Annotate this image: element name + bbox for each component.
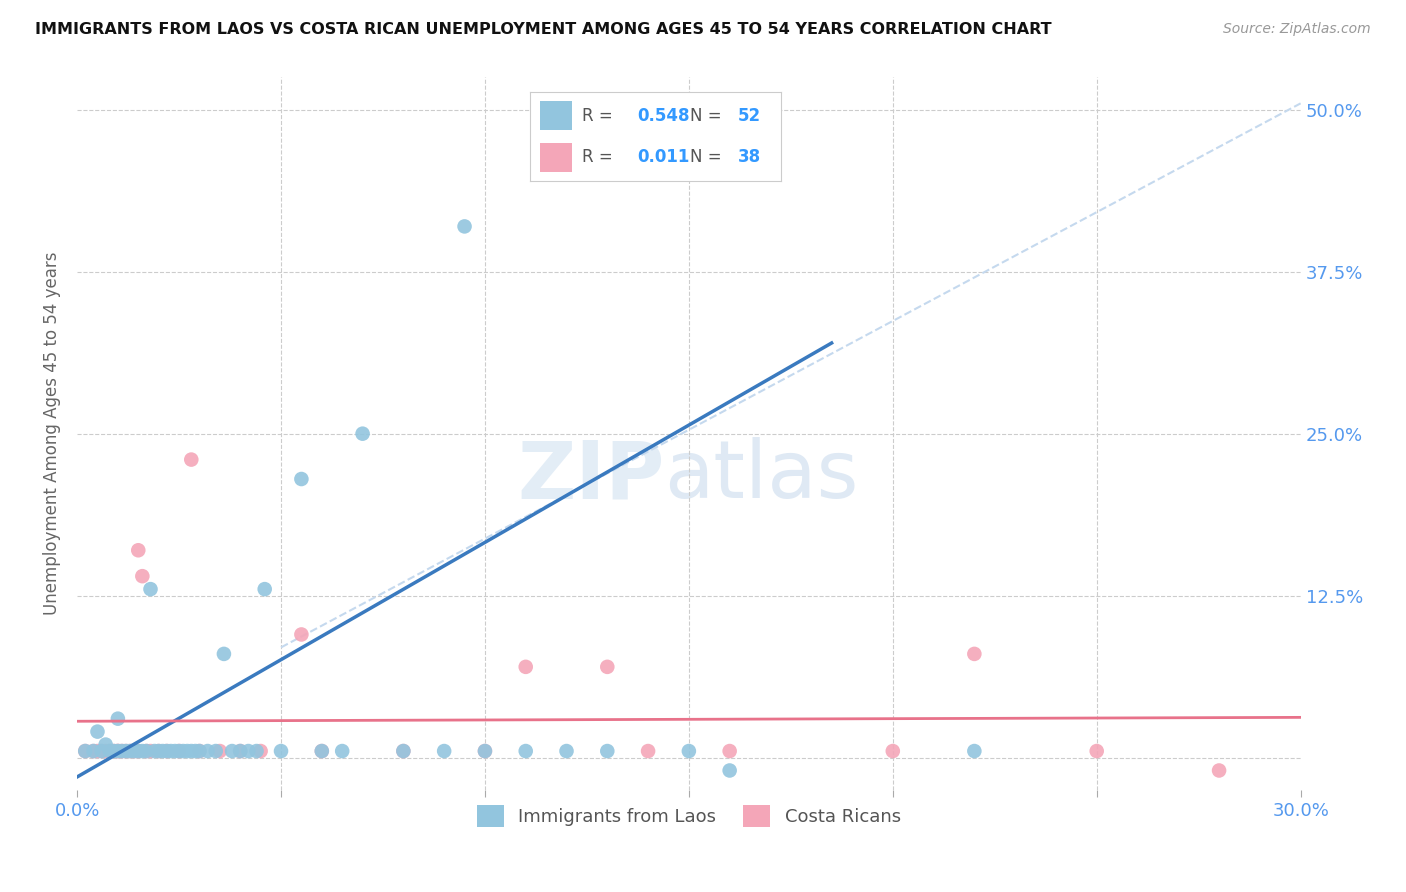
Point — [238, 744, 260, 758]
Point — [152, 744, 174, 758]
Point — [184, 744, 207, 758]
Point — [90, 744, 112, 758]
Point — [139, 582, 162, 596]
Point — [115, 744, 138, 758]
Point — [148, 744, 170, 758]
Point — [221, 744, 243, 758]
Point — [98, 744, 121, 758]
Point — [82, 744, 104, 758]
Point — [678, 744, 700, 758]
Point — [229, 744, 252, 758]
Point — [122, 744, 145, 758]
Point — [156, 744, 179, 758]
Point — [135, 744, 157, 758]
Point — [167, 744, 190, 758]
Point — [229, 744, 252, 758]
Point — [148, 744, 170, 758]
Text: Source: ZipAtlas.com: Source: ZipAtlas.com — [1223, 22, 1371, 37]
Point — [94, 738, 117, 752]
Point — [197, 744, 219, 758]
Legend: Immigrants from Laos, Costa Ricans: Immigrants from Laos, Costa Ricans — [470, 797, 908, 834]
Point — [208, 744, 231, 758]
Point — [330, 744, 353, 758]
Point — [111, 744, 134, 758]
Point — [311, 744, 333, 758]
Point — [249, 744, 271, 758]
Point — [596, 660, 619, 674]
Point — [290, 627, 312, 641]
Point — [111, 744, 134, 758]
Point — [75, 744, 97, 758]
Point — [172, 744, 194, 758]
Point — [515, 744, 537, 758]
Text: atlas: atlas — [665, 437, 859, 516]
Point — [433, 744, 456, 758]
Point — [120, 744, 142, 758]
Point — [1085, 744, 1108, 758]
Point — [90, 744, 112, 758]
Point — [107, 744, 129, 758]
Point — [127, 543, 149, 558]
Point — [127, 744, 149, 758]
Point — [176, 744, 198, 758]
Point — [86, 744, 108, 758]
Point — [392, 744, 415, 758]
Point — [143, 744, 166, 758]
Point — [180, 744, 202, 758]
Point — [107, 744, 129, 758]
Point — [98, 744, 121, 758]
Point — [718, 744, 741, 758]
Point — [245, 744, 267, 758]
Point — [86, 724, 108, 739]
Text: IMMIGRANTS FROM LAOS VS COSTA RICAN UNEMPLOYMENT AMONG AGES 45 TO 54 YEARS CORRE: IMMIGRANTS FROM LAOS VS COSTA RICAN UNEM… — [35, 22, 1052, 37]
Point — [107, 712, 129, 726]
Point — [188, 744, 211, 758]
Point — [167, 744, 190, 758]
Point — [103, 744, 125, 758]
Point — [253, 582, 276, 596]
Point — [82, 744, 104, 758]
Point — [180, 452, 202, 467]
Point — [963, 744, 986, 758]
Point — [204, 744, 226, 758]
Point — [122, 744, 145, 758]
Y-axis label: Unemployment Among Ages 45 to 54 years: Unemployment Among Ages 45 to 54 years — [44, 252, 60, 615]
Point — [352, 426, 374, 441]
Point — [127, 744, 149, 758]
Point — [474, 744, 496, 758]
Point — [392, 744, 415, 758]
Point — [131, 744, 153, 758]
Text: ZIP: ZIP — [517, 437, 665, 516]
Point — [474, 744, 496, 758]
Point — [637, 744, 659, 758]
Point — [963, 647, 986, 661]
Point — [290, 472, 312, 486]
Point — [596, 744, 619, 758]
Point — [94, 744, 117, 758]
Point — [131, 569, 153, 583]
Point — [453, 219, 475, 234]
Point — [115, 744, 138, 758]
Point — [139, 744, 162, 758]
Point — [188, 744, 211, 758]
Point — [107, 744, 129, 758]
Point — [515, 660, 537, 674]
Point — [1208, 764, 1230, 778]
Point — [120, 744, 142, 758]
Point — [882, 744, 904, 758]
Point — [718, 764, 741, 778]
Point — [103, 744, 125, 758]
Point — [75, 744, 97, 758]
Point — [212, 647, 235, 661]
Point — [270, 744, 292, 758]
Point — [156, 744, 179, 758]
Point — [160, 744, 183, 758]
Point — [135, 744, 157, 758]
Point — [555, 744, 578, 758]
Point — [311, 744, 333, 758]
Point — [163, 744, 186, 758]
